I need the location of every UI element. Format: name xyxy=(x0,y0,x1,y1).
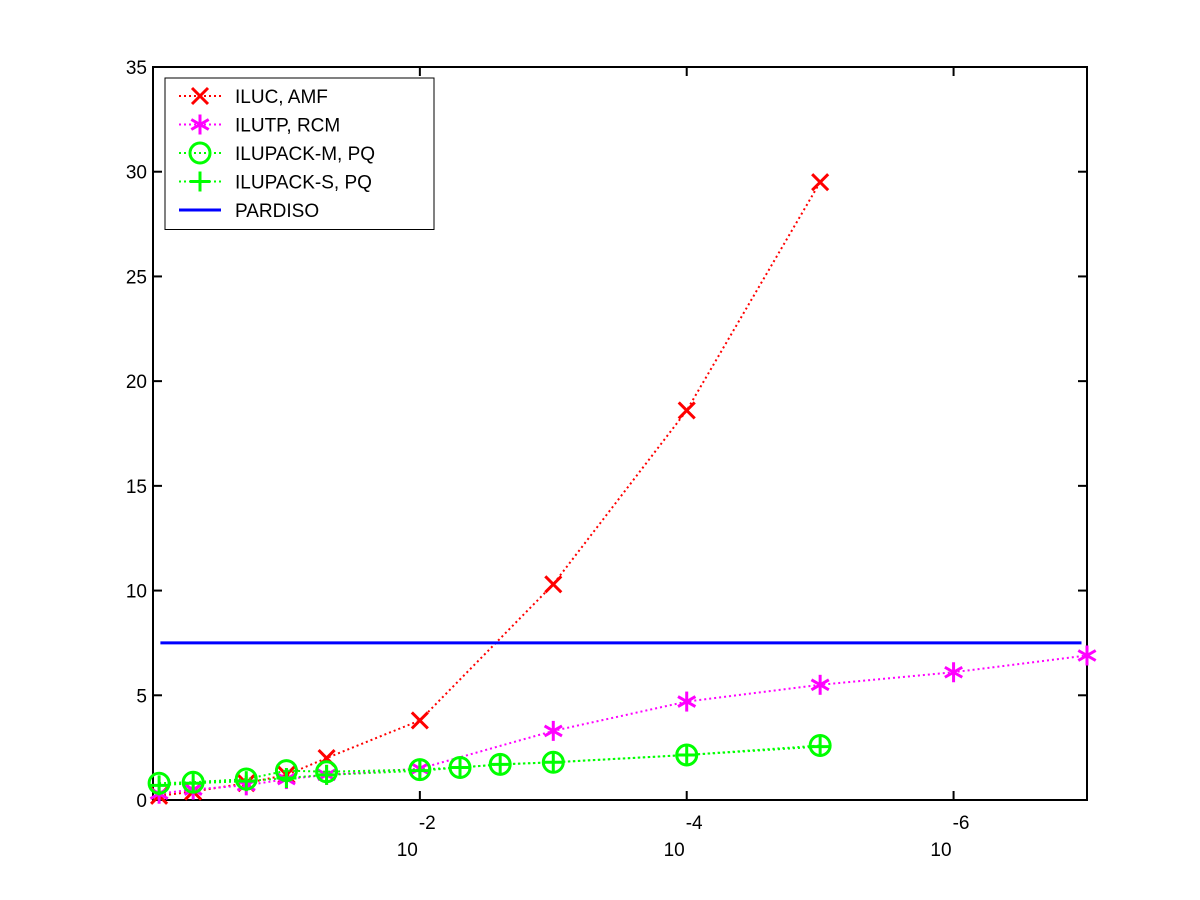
y-tick-label: 20 xyxy=(126,372,147,393)
y-tick-label: 35 xyxy=(126,58,147,79)
series-ilupack-s-pq-point xyxy=(149,775,170,796)
legend-item-ilupack-m-pq: ILUPACK-M, PQ xyxy=(179,141,375,165)
series-iluc-amf-line xyxy=(158,181,821,797)
legend-marker xyxy=(190,171,210,192)
y-tick-label: 30 xyxy=(126,163,147,184)
legend-item-ilutp-rcm: ILUTP, RCM xyxy=(179,114,340,137)
legend-marker-b xyxy=(190,86,210,106)
series-ilutp-rcm-point xyxy=(810,674,830,695)
y-tick-label: 5 xyxy=(136,686,147,707)
series-ilutp-rcm-point-c xyxy=(543,724,563,738)
series-ilutp-rcm-point-c xyxy=(1077,649,1097,662)
legend-label: PARDISO xyxy=(235,201,319,222)
series-ilupack-s-pq-point xyxy=(183,773,204,794)
series-ilutp-rcm-point-c xyxy=(810,678,830,692)
legend-marker xyxy=(190,114,210,135)
series-ilutp-rcm-point xyxy=(1077,645,1097,666)
series-iluc-amf-point-b xyxy=(811,173,830,192)
legend: ILUC, AMF ILUTP, RCM ILUPACK-M, PQ ILUPACK-… xyxy=(164,77,435,230)
legend-label: ILUTP, RCM xyxy=(235,116,340,137)
legend-marker xyxy=(190,86,210,106)
legend-label: ILUC, AMF xyxy=(235,87,328,108)
series-iluc-amf-point-b xyxy=(544,575,563,594)
legend-label: ILUPACK-M, PQ xyxy=(235,144,375,165)
x-tick-label-exponent: -2 xyxy=(419,813,436,834)
series-ilupack-s-pq-point xyxy=(450,757,471,778)
plot-frame xyxy=(152,66,1088,801)
legend-marker-ring xyxy=(188,141,212,165)
series-ilutp-rcm-point-c xyxy=(677,695,697,708)
legend-item-pardiso: PARDISO xyxy=(179,201,319,222)
series-ilutp-rcm-point xyxy=(944,662,964,683)
legend-item-iluc-amf: ILUC, AMF xyxy=(179,86,328,108)
series-ilupack-s-pq-point xyxy=(490,754,511,775)
legend-marker-c xyxy=(190,118,210,131)
legend-label: ILUPACK-S, PQ xyxy=(235,173,372,194)
x-tick-label-base: 10 xyxy=(930,840,951,861)
x-tick-label: 10-6 xyxy=(930,813,969,861)
y-tick-label: 15 xyxy=(126,477,147,498)
series-iluc-amf-point xyxy=(544,575,563,594)
y-tick-label: 0 xyxy=(136,791,147,812)
x-tick-label-base: 10 xyxy=(664,840,685,861)
series-ilutp-rcm-line xyxy=(158,654,1088,795)
series-ilutp-rcm-point xyxy=(543,720,563,741)
series-iluc-amf-point xyxy=(811,173,830,192)
series-ilupack-s-pq-point xyxy=(409,760,430,781)
series-ilupack-s-pq-point xyxy=(236,771,257,792)
y-tick-label: 10 xyxy=(126,582,147,603)
series-ilupack-s-pq-line xyxy=(159,745,821,787)
x-tick-label: 10-4 xyxy=(664,813,703,861)
x-tick-label: 10-2 xyxy=(397,813,436,861)
series-iluc-amf-point-b xyxy=(410,711,429,730)
legend-marker xyxy=(188,141,212,165)
series-ilupack-s-pq xyxy=(149,736,831,796)
series-ilupack-s-pq-point xyxy=(316,764,337,785)
legend-item-ilupack-s-pq: ILUPACK-S, PQ xyxy=(179,171,372,194)
series-iluc-amf xyxy=(150,173,830,805)
series-ilupack-s-pq-point xyxy=(676,744,697,765)
series-ilupack-s-pq-point xyxy=(543,752,564,773)
x-tick-label-exponent: -6 xyxy=(953,813,970,834)
series-ilutp-rcm-point xyxy=(677,691,697,712)
x-tick-label-exponent: -4 xyxy=(686,813,703,834)
series-ilupack-s-pq-point xyxy=(810,736,831,757)
series-iluc-amf-point-b xyxy=(677,401,696,420)
series-iluc-amf-point xyxy=(677,401,696,420)
series-ilupack-s-pq-point xyxy=(276,768,297,789)
x-tick-label-base: 10 xyxy=(397,840,418,861)
y-tick-label: 25 xyxy=(126,267,147,288)
series-ilutp-rcm-point-c xyxy=(944,665,964,679)
series-iluc-amf-point xyxy=(410,711,429,730)
